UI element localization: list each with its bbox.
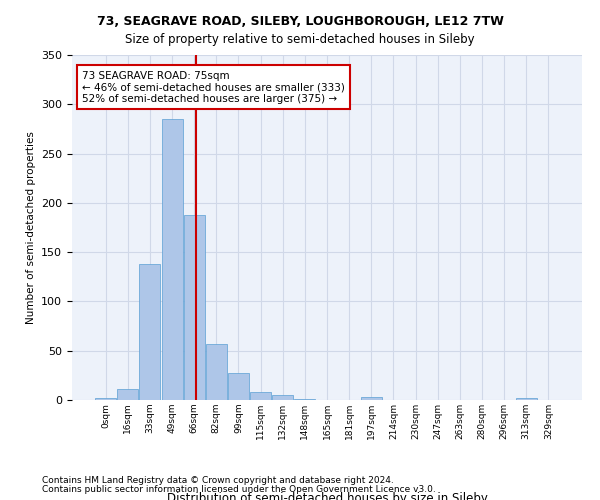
- Bar: [139, 264, 160, 400]
- Text: 73 SEAGRAVE ROAD: 75sqm
← 46% of semi-detached houses are smaller (333)
52% of s: 73 SEAGRAVE ROAD: 75sqm ← 46% of semi-de…: [82, 70, 345, 104]
- X-axis label: Distribution of semi-detached houses by size in Sileby: Distribution of semi-detached houses by …: [167, 492, 487, 500]
- Bar: [250, 392, 271, 400]
- Y-axis label: Number of semi-detached properties: Number of semi-detached properties: [26, 131, 35, 324]
- Text: Contains public sector information licensed under the Open Government Licence v3: Contains public sector information licen…: [42, 484, 436, 494]
- Bar: [295, 399, 316, 400]
- Bar: [161, 119, 182, 400]
- Bar: [361, 397, 382, 400]
- Bar: [272, 395, 293, 400]
- Bar: [95, 398, 116, 400]
- Text: Contains HM Land Registry data © Crown copyright and database right 2024.: Contains HM Land Registry data © Crown c…: [42, 476, 394, 485]
- Bar: [118, 389, 139, 400]
- Bar: [206, 344, 227, 400]
- Text: Size of property relative to semi-detached houses in Sileby: Size of property relative to semi-detach…: [125, 32, 475, 46]
- Bar: [184, 214, 205, 400]
- Text: 73, SEAGRAVE ROAD, SILEBY, LOUGHBOROUGH, LE12 7TW: 73, SEAGRAVE ROAD, SILEBY, LOUGHBOROUGH,…: [97, 15, 503, 28]
- Bar: [515, 398, 536, 400]
- Bar: [228, 374, 249, 400]
